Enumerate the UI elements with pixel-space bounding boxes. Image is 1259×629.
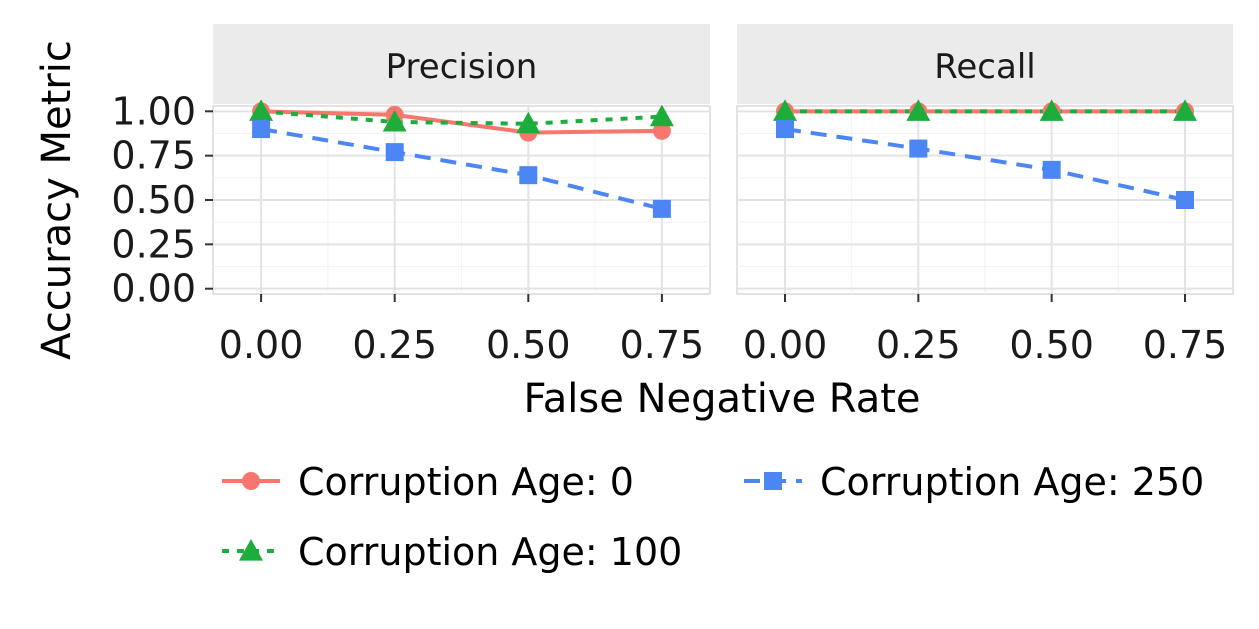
panel-strip <box>737 24 1233 104</box>
x-tick-label: 0.00 <box>219 323 304 367</box>
x-tick-label: 0.75 <box>620 323 705 367</box>
panel-precision: Precision 0.00 0.25 0.50 0.75 <box>212 24 711 367</box>
legend-key-marker <box>242 472 260 490</box>
panel-title: Recall <box>934 47 1035 87</box>
data-point <box>516 111 541 134</box>
legend-item: Corruption Age: 100 <box>222 530 682 574</box>
panels: Precision 0.00 0.25 0.50 0.75 Recall 0.00 0.25 0… <box>212 24 1234 367</box>
legend: Corruption Age: 0 Corruption Age: 100 Corr… <box>222 460 1204 574</box>
x-axis-title: False Negative Rate <box>523 376 920 422</box>
legend-label: Corruption Age: 100 <box>298 530 682 574</box>
data-point <box>519 166 538 185</box>
legend-key-marker <box>239 539 263 561</box>
x-tick-label: 0.50 <box>486 323 571 367</box>
data-point <box>652 121 671 140</box>
data-point <box>649 104 674 127</box>
y-axis: 0.000.250.500.751.00 <box>111 89 213 311</box>
data-point <box>249 99 274 121</box>
legend-label: Corruption Age: 0 <box>298 460 634 504</box>
y-tick-label: 1.00 <box>111 89 196 133</box>
x-tick-label: 0.75 <box>1143 323 1228 367</box>
series-line <box>784 127 1186 202</box>
panel-recall: Recall 0.00 0.25 0.50 0.75 <box>736 24 1234 367</box>
data-point <box>1176 191 1194 209</box>
y-tick-label: 0.00 <box>111 267 196 311</box>
data-point <box>252 120 271 139</box>
data-point <box>906 99 931 121</box>
x-tick-label: 0.25 <box>876 323 961 367</box>
legend-key-marker <box>764 472 782 490</box>
y-tick-label: 0.75 <box>111 134 196 178</box>
x-tick-label: 0.00 <box>743 323 828 367</box>
data-point <box>1039 99 1064 121</box>
legend-item: Corruption Age: 0 <box>222 460 634 504</box>
data-point <box>1173 99 1197 121</box>
data-point <box>652 199 671 218</box>
series-line <box>260 127 663 211</box>
data-point <box>776 120 794 139</box>
data-point <box>382 109 407 132</box>
data-point <box>909 139 928 158</box>
panel-title: Precision <box>386 47 538 87</box>
panel-strip <box>213 24 710 104</box>
data-point <box>1042 160 1061 179</box>
legend-item: Corruption Age: 250 <box>744 460 1204 504</box>
y-tick-label: 0.50 <box>111 178 196 222</box>
x-tick-label: 0.50 <box>1009 323 1094 367</box>
y-axis-title: Accuracy Metric <box>34 40 80 360</box>
x-tick-label: 0.25 <box>352 323 437 367</box>
data-point <box>773 99 797 121</box>
series-line <box>260 109 663 126</box>
data-point <box>385 143 404 162</box>
y-tick-label: 0.25 <box>111 222 196 266</box>
legend-label: Corruption Age: 250 <box>820 460 1204 504</box>
